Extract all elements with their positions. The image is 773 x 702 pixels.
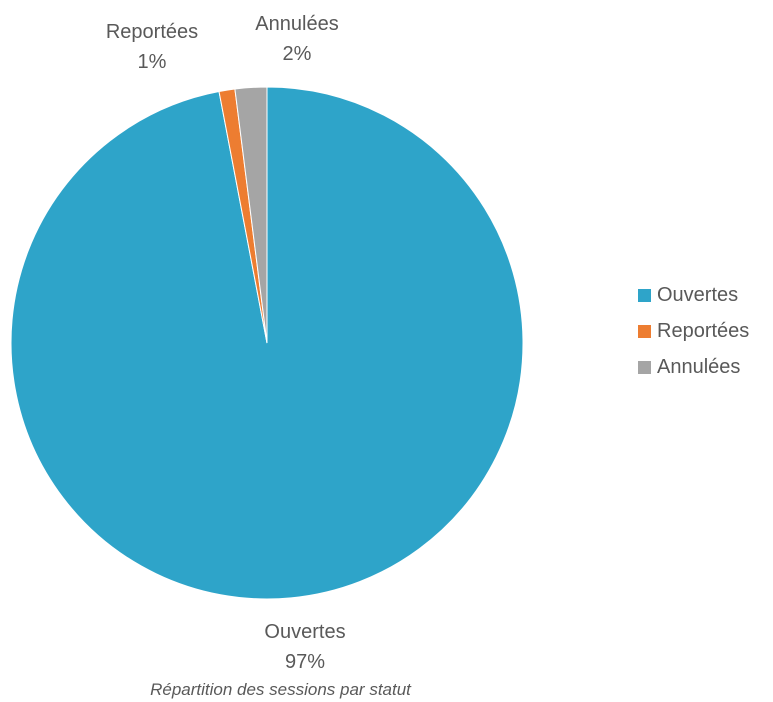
legend-label-annulees: Annulées (657, 355, 741, 378)
legend-item-ouvertes: Ouvertes (638, 283, 749, 307)
legend-label-ouvertes: Ouvertes (657, 283, 739, 306)
data-label-value-reportees: 1% (138, 51, 167, 73)
pie-slice-annulees (234, 86, 268, 344)
legend-swatch-reportees (638, 324, 651, 338)
legend: Ouvertes Reportées Annulées (638, 283, 749, 379)
data-label-name-annulees: Annulées (255, 13, 338, 35)
pie-slices (10, 86, 524, 600)
legend-item-reportees: Reportées (638, 319, 749, 343)
legend-item-annulees: Annulées (638, 355, 749, 379)
legend-swatch-ouvertes (638, 288, 651, 302)
data-label-value-ouvertes: 97% (285, 651, 325, 673)
chart-caption: Répartition des sessions par statut (150, 680, 411, 699)
slice-labels: Ouvertes 97% Reportées 1% Annulées 2% (106, 13, 346, 673)
legend-swatch-annulees (638, 360, 651, 374)
legend-label-reportees: Reportées (657, 319, 750, 342)
data-label-value-annulees: 2% (283, 43, 312, 65)
data-label-name-ouvertes: Ouvertes (264, 621, 345, 643)
data-label-name-reportees: Reportées (106, 21, 198, 43)
